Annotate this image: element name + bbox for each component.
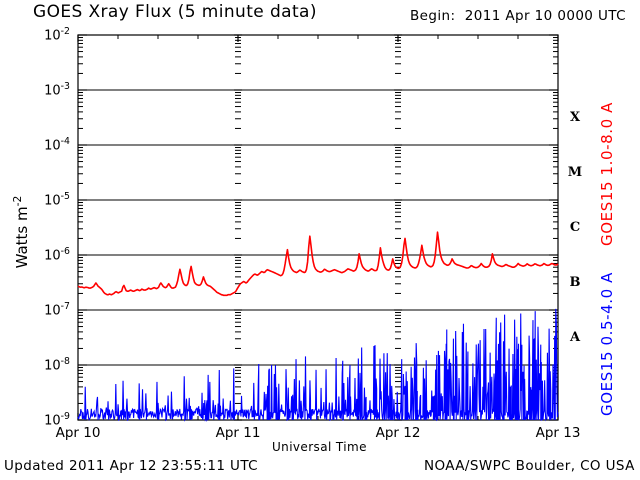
flare-class-label-m: M — [567, 164, 583, 180]
plot-frame — [77, 34, 559, 421]
gridlines — [78, 89, 558, 366]
flare-class-label-x: X — [569, 109, 581, 125]
flare-class-label-c: C — [569, 219, 581, 235]
x-axis-ticks — [77, 34, 559, 421]
x-axis-tick-label: Apr 13 — [535, 425, 581, 441]
flare-class-label-a: A — [569, 329, 581, 345]
y-axis-tick-label: 10-9 — [44, 411, 70, 429]
updated-timestamp: Updated 2011 Apr 12 23:55:11 UTC — [4, 458, 259, 474]
series-line-long-channel — [77, 231, 559, 297]
y-axis-tick-label: 10-8 — [44, 356, 70, 374]
series-line-short-channel — [77, 308, 559, 422]
flare-class-label-b: B — [569, 274, 581, 290]
y-axis-tick-label: 10-4 — [44, 136, 70, 154]
y-axis-tick-label: 10-7 — [44, 301, 70, 319]
credit-label: NOAA/SWPC Boulder, CO USA — [424, 458, 635, 474]
y-axis-tick-label: 10-2 — [44, 26, 70, 44]
y-axis-tick-label: 10-6 — [44, 246, 70, 264]
y-axis-tick-label: 10-3 — [44, 81, 70, 99]
x-axis-tick-label: Apr 10 — [55, 425, 101, 441]
x-axis-label: Universal Time — [272, 440, 367, 454]
data-series — [77, 231, 559, 422]
y-axis-ticks — [78, 34, 558, 421]
y-axis-tick-label: 10-5 — [44, 191, 70, 209]
begin-time-label: Begin: 2011 Apr 10 0000 UTC — [410, 8, 626, 24]
x-axis-tick-label: Apr 12 — [375, 425, 421, 441]
x-axis-tick-label: Apr 11 — [215, 425, 261, 441]
page-title: GOES Xray Flux (5 minute data) — [33, 2, 317, 22]
